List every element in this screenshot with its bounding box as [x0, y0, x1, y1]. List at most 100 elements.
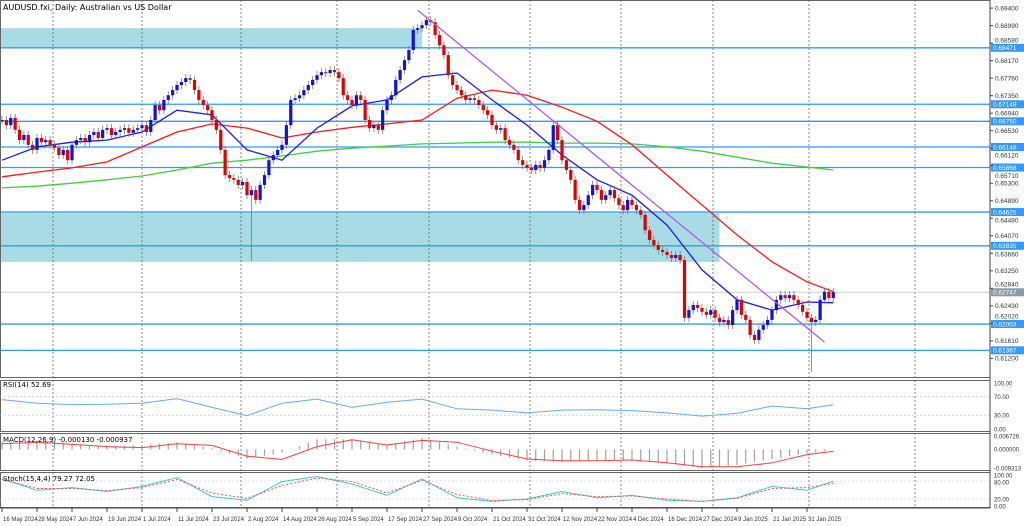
- y-tick-label: 0.68170: [995, 58, 1019, 65]
- level-price-label: 0.64625: [993, 209, 1017, 216]
- candle: [748, 319, 752, 335]
- candle: [451, 75, 455, 85]
- candle: [324, 72, 328, 74]
- candle: [206, 105, 210, 111]
- y-tick-label: 0.67350: [995, 93, 1019, 100]
- candle: [512, 144, 516, 150]
- candle: [547, 149, 551, 161]
- indicator-tick-label: 0.006726: [994, 434, 1020, 440]
- candle: [350, 99, 354, 106]
- candle: [770, 310, 774, 320]
- indicator-tick-label: 100.00: [994, 381, 1013, 387]
- candle: [70, 144, 74, 161]
- indicator-tick-label: 30.00: [994, 414, 1010, 420]
- panel-border-rsi: [0, 380, 991, 432]
- x-tick-label: 2 Aug 2024: [248, 517, 279, 523]
- candle: [735, 299, 739, 311]
- candle: [656, 245, 660, 250]
- candle: [376, 125, 380, 130]
- candle: [22, 134, 26, 141]
- candle: [827, 291, 831, 299]
- candle: [783, 295, 787, 299]
- candle: [179, 82, 183, 85]
- y-tick-label: 0.64480: [995, 218, 1019, 225]
- candle: [354, 95, 358, 106]
- candle: [201, 99, 205, 106]
- candle: [35, 137, 39, 150]
- candle: [599, 190, 603, 200]
- candle: [140, 125, 144, 129]
- candle: [612, 190, 617, 199]
- candle: [459, 90, 463, 96]
- candle: [722, 319, 726, 323]
- price-zone: [0, 28, 422, 48]
- candle: [262, 175, 267, 185]
- candle: [39, 137, 43, 143]
- candle: [48, 140, 52, 145]
- macd-label: MACD(12,26,9) -0.000130 -0.000937: [3, 436, 133, 444]
- candle: [481, 105, 485, 111]
- indicator-tick-label: 80.00: [994, 480, 1010, 486]
- candle: [472, 98, 477, 100]
- x-tick-label: 4 Dec 2024: [633, 517, 664, 523]
- level-price-label: 0.68471: [993, 45, 1017, 52]
- candle: [696, 304, 700, 308]
- candle: [626, 199, 630, 211]
- candle: [276, 149, 280, 156]
- y-tick-label: 0.62840: [995, 282, 1019, 289]
- ma-mid-line: [1, 89, 834, 293]
- candle: [586, 195, 590, 206]
- x-tick-label: 16 May 2024: [3, 517, 38, 523]
- candle: [796, 299, 800, 305]
- price-zone: [0, 213, 720, 262]
- y-tick-label: 0.69400: [995, 5, 1019, 12]
- candle: [87, 134, 92, 143]
- level-price-label: 0.67149: [993, 102, 1017, 109]
- candle: [818, 299, 822, 320]
- level-price-label-box: [991, 346, 1024, 355]
- x-tick-label: 28 May 2024: [38, 517, 73, 523]
- candle: [424, 20, 428, 26]
- candle: [486, 110, 490, 115]
- candle: [127, 128, 131, 133]
- candle: [647, 230, 652, 241]
- x-tick-label: 16 Dec 2024: [668, 517, 703, 523]
- level-price-label-box: [991, 143, 1024, 152]
- candle: [704, 311, 708, 315]
- candle: [661, 249, 665, 252]
- candle: [455, 84, 459, 91]
- y-tick-label: 0.65710: [995, 173, 1019, 180]
- candle: [101, 129, 105, 138]
- candle: [577, 199, 582, 211]
- candle: [674, 254, 678, 258]
- x-tick-label: 9 Jan 2025: [738, 517, 768, 523]
- candle: [744, 314, 748, 320]
- candle: [709, 310, 713, 315]
- candle: [822, 291, 827, 300]
- stoch-d-line: [1, 477, 834, 502]
- candle: [4, 120, 8, 126]
- candle: [525, 164, 529, 168]
- candle: [831, 292, 835, 299]
- candle: [582, 205, 586, 211]
- panel-border-main: [0, 0, 991, 378]
- x-tick-label: 17 Sep 2024: [388, 517, 423, 523]
- candle: [591, 184, 595, 196]
- y-tick-label: 0.63250: [995, 268, 1019, 275]
- y-tick-label: 0.64890: [995, 198, 1019, 205]
- candle: [569, 169, 573, 180]
- y-tick-label: 0.67760: [995, 75, 1019, 82]
- level-price-label: 0.62003: [993, 321, 1017, 328]
- x-tick-label: 26 Aug 2024: [318, 517, 352, 523]
- candle: [779, 295, 783, 300]
- candle: [284, 125, 288, 145]
- candle: [109, 128, 113, 135]
- level-price-label: 0.66750: [993, 119, 1017, 126]
- candle: [31, 144, 35, 150]
- candle: [293, 98, 297, 100]
- candle: [726, 319, 730, 326]
- candle: [801, 304, 805, 312]
- trendline: [417, 9, 825, 343]
- candle: [0, 120, 4, 122]
